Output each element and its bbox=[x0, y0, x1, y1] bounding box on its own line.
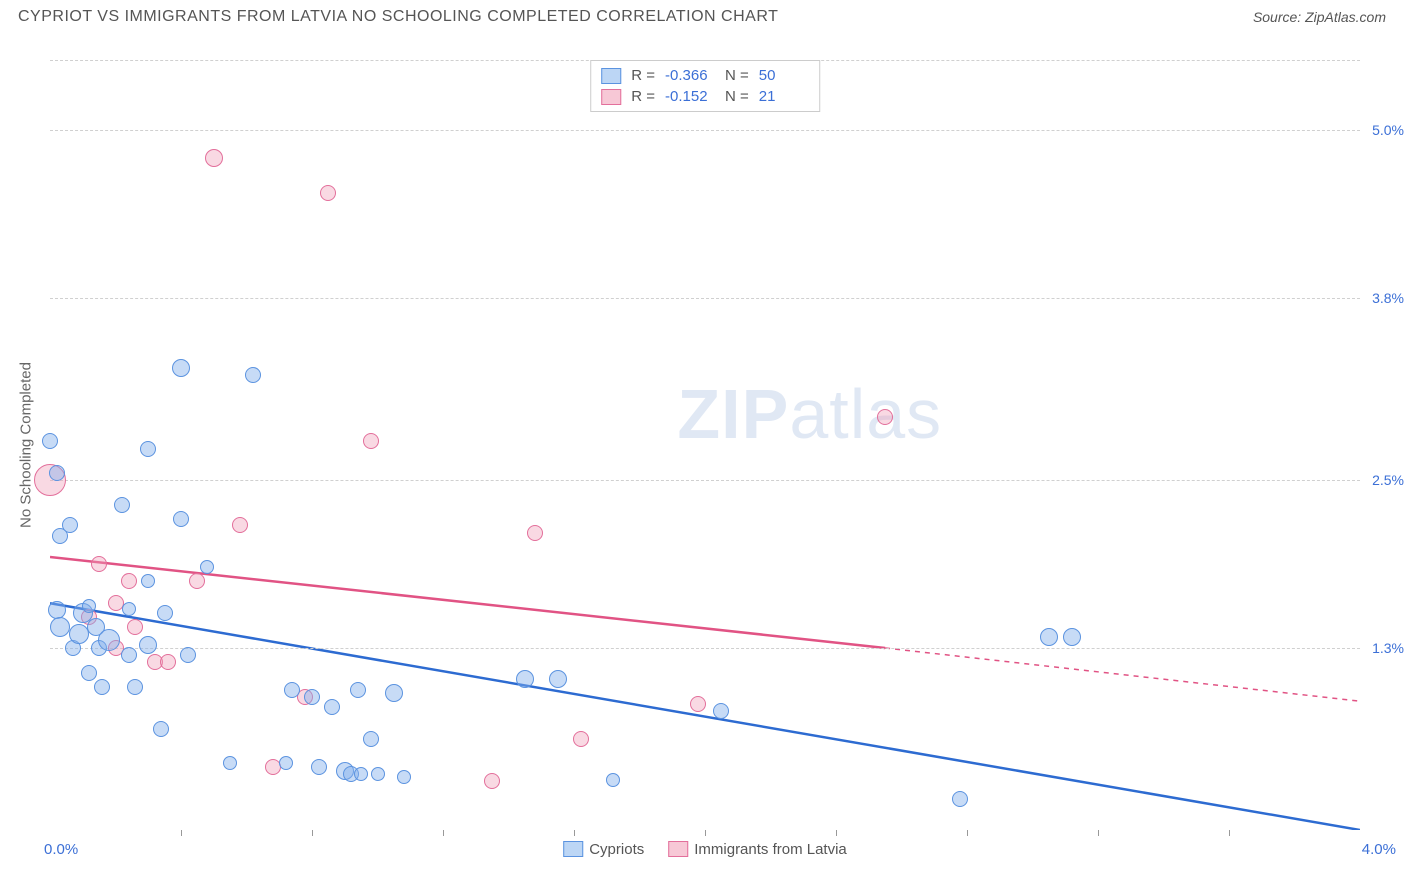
scatter-point-b bbox=[877, 409, 893, 425]
y-tick-label: 1.3% bbox=[1372, 640, 1404, 656]
scatter-point-a bbox=[371, 767, 385, 781]
scatter-point-a bbox=[354, 767, 368, 781]
scatter-point-a bbox=[180, 647, 196, 663]
scatter-point-b bbox=[484, 773, 500, 789]
x-tick bbox=[705, 830, 706, 836]
scatter-point-b bbox=[573, 731, 589, 747]
scatter-point-a bbox=[140, 441, 156, 457]
plot-area: ZIPatlas No Schooling Completed R = -0.3… bbox=[50, 60, 1360, 830]
scatter-point-a bbox=[94, 679, 110, 695]
legend-row-b: R = -0.152 N = 21 bbox=[601, 86, 809, 107]
scatter-point-a bbox=[153, 721, 169, 737]
x-tick bbox=[967, 830, 968, 836]
x-tick bbox=[836, 830, 837, 836]
correlation-legend: R = -0.366 N = 50 R = -0.152 N = 21 bbox=[590, 60, 820, 112]
scatter-point-a bbox=[141, 574, 155, 588]
watermark: ZIPatlas bbox=[677, 374, 942, 454]
scatter-point-a bbox=[952, 791, 968, 807]
scatter-point-a bbox=[139, 636, 157, 654]
scatter-point-b bbox=[160, 654, 176, 670]
gridline bbox=[50, 130, 1360, 131]
x-tick bbox=[1229, 830, 1230, 836]
gridline bbox=[50, 480, 1360, 481]
y-tick-label: 3.8% bbox=[1372, 290, 1404, 306]
gridline bbox=[50, 298, 1360, 299]
scatter-point-a bbox=[350, 682, 366, 698]
scatter-point-a bbox=[279, 756, 293, 770]
scatter-point-a bbox=[49, 465, 65, 481]
scatter-point-a bbox=[245, 367, 261, 383]
x-tick bbox=[181, 830, 182, 836]
scatter-point-b bbox=[189, 573, 205, 589]
y-tick-label: 5.0% bbox=[1372, 122, 1404, 138]
scatter-point-a bbox=[98, 629, 120, 651]
scatter-point-b bbox=[205, 149, 223, 167]
scatter-point-a bbox=[127, 679, 143, 695]
scatter-point-b bbox=[320, 185, 336, 201]
x-tick bbox=[312, 830, 313, 836]
scatter-point-a bbox=[121, 647, 137, 663]
scatter-point-a bbox=[114, 497, 130, 513]
scatter-point-a bbox=[1040, 628, 1058, 646]
scatter-point-a bbox=[1063, 628, 1081, 646]
scatter-point-a bbox=[82, 599, 96, 613]
legend-swatch-b bbox=[601, 89, 621, 105]
scatter-point-b bbox=[690, 696, 706, 712]
legend-row-a: R = -0.366 N = 50 bbox=[601, 65, 809, 86]
scatter-point-a bbox=[81, 665, 97, 681]
scatter-point-a bbox=[42, 433, 58, 449]
scatter-point-a bbox=[122, 602, 136, 616]
x-tick bbox=[443, 830, 444, 836]
scatter-point-a bbox=[50, 617, 70, 637]
x-axis-min-label: 0.0% bbox=[44, 841, 78, 858]
scatter-point-b bbox=[363, 433, 379, 449]
scatter-point-a bbox=[223, 756, 237, 770]
scatter-point-a bbox=[549, 670, 567, 688]
scatter-point-a bbox=[324, 699, 340, 715]
scatter-point-b bbox=[127, 619, 143, 635]
gridline bbox=[50, 648, 1360, 649]
scatter-point-b bbox=[527, 525, 543, 541]
legend-item-b: Immigrants from Latvia bbox=[668, 841, 847, 858]
scatter-point-a bbox=[304, 689, 320, 705]
scatter-point-b bbox=[91, 556, 107, 572]
x-axis-max-label: 4.0% bbox=[1362, 841, 1396, 858]
scatter-point-a bbox=[311, 759, 327, 775]
scatter-point-a bbox=[173, 511, 189, 527]
scatter-point-a bbox=[200, 560, 214, 574]
scatter-point-a bbox=[363, 731, 379, 747]
source-label: Source: ZipAtlas.com bbox=[1253, 9, 1386, 25]
scatter-point-a bbox=[385, 684, 403, 702]
scatter-point-a bbox=[284, 682, 300, 698]
scatter-point-a bbox=[157, 605, 173, 621]
x-tick bbox=[1098, 830, 1099, 836]
y-axis-title: No Schooling Completed bbox=[18, 362, 35, 528]
chart-title: CYPRIOT VS IMMIGRANTS FROM LATVIA NO SCH… bbox=[18, 8, 778, 26]
legend-item-a: Cypriots bbox=[563, 841, 644, 858]
scatter-point-a bbox=[713, 703, 729, 719]
trend-lines bbox=[50, 60, 1360, 830]
scatter-point-a bbox=[397, 770, 411, 784]
x-tick bbox=[574, 830, 575, 836]
scatter-point-b bbox=[121, 573, 137, 589]
scatter-point-a bbox=[516, 670, 534, 688]
legend-swatch-a-icon bbox=[563, 841, 583, 857]
legend-swatch-a bbox=[601, 68, 621, 84]
scatter-point-b bbox=[232, 517, 248, 533]
scatter-point-a bbox=[606, 773, 620, 787]
y-tick-label: 2.5% bbox=[1372, 472, 1404, 488]
legend-swatch-b-icon bbox=[668, 841, 688, 857]
series-legend: Cypriots Immigrants from Latvia bbox=[563, 841, 847, 858]
scatter-point-a bbox=[62, 517, 78, 533]
scatter-point-a bbox=[172, 359, 190, 377]
